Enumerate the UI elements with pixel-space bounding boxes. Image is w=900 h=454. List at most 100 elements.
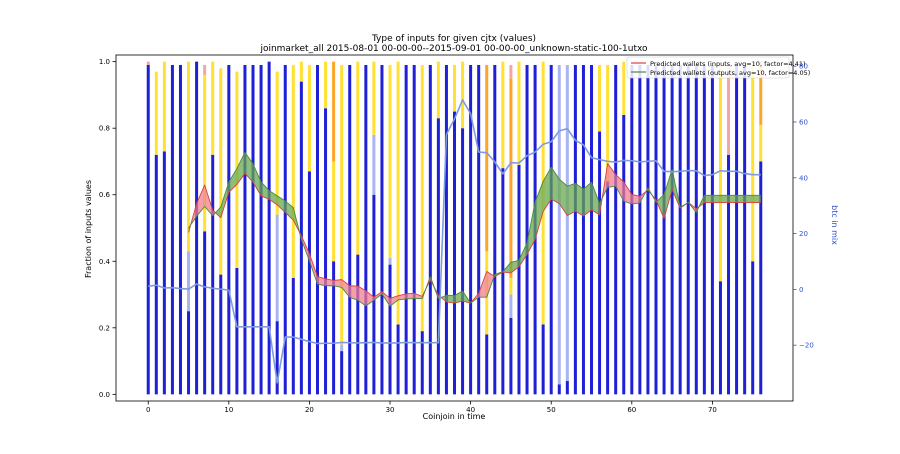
bar-segment-blue: [315, 64, 319, 395]
fill-between-red: [317, 276, 326, 286]
bar-segment-blue: [630, 64, 634, 395]
bar-segment-yellow: [396, 61, 400, 325]
bar-segment-blue: [573, 64, 577, 395]
legend-box: [626, 56, 790, 79]
x-tick-label: 10: [224, 406, 233, 414]
bar-segment-light_blue: [187, 251, 191, 312]
line-predicted-inputs: [188, 163, 761, 304]
bar-segment-yellow: [307, 64, 311, 172]
bar-segment-blue: [275, 321, 279, 395]
bar-segment-blue: [170, 64, 174, 395]
bar-segment-yellow: [187, 61, 191, 252]
fill-between-green: [269, 190, 278, 205]
fill-between-red: [325, 278, 334, 286]
plot-frame: [115, 54, 794, 402]
fill-between-green: [736, 195, 745, 203]
fill-between-green: [446, 295, 455, 304]
bar-segment-yellow: [154, 71, 158, 155]
fill-between-green: [261, 181, 270, 200]
fill-between-green: [704, 195, 713, 203]
bar-segment-light_blue: [565, 64, 569, 382]
bar-segment-yellow: [759, 124, 763, 162]
y-tick-label: 0.8: [99, 125, 110, 133]
bar-segment-blue: [436, 118, 440, 395]
fill-between-red: [349, 285, 358, 301]
y2-tick-label: 80: [799, 63, 808, 71]
bar-segment-pink: [727, 64, 731, 155]
fill-between-green: [510, 260, 519, 273]
bar-segment-orange: [485, 64, 489, 252]
x-tick-label: 70: [708, 406, 717, 414]
chart-subtitle: joinmarket_all 2015-08-01 00-00-00--2015…: [259, 44, 648, 54]
fill-between-red: [414, 293, 423, 299]
bar-segment-blue: [710, 64, 714, 395]
bar-segment-yellow: [356, 61, 360, 255]
bar-segment-orange: [759, 61, 763, 125]
bar-segment-light_blue: [372, 134, 376, 195]
fill-between-green: [720, 195, 729, 203]
fill-between-green: [454, 291, 463, 304]
bar-segment-yellow: [332, 161, 336, 262]
bar-segment-blue: [581, 64, 585, 395]
bar-segment-blue: [404, 64, 408, 395]
fill-between-red: [390, 295, 399, 307]
fill-between-green: [712, 195, 721, 203]
fill-between-red: [615, 174, 624, 202]
bar-segment-blue: [211, 154, 215, 395]
bar-segment-yellow: [436, 61, 440, 119]
bar-segment-blue: [670, 64, 674, 395]
bar-segment-blue: [259, 64, 263, 395]
fill-between-red: [631, 194, 640, 204]
bar-segment-blue: [372, 194, 376, 395]
bar-segment-yellow: [275, 71, 279, 215]
bar-segment-blue: [509, 317, 513, 395]
x-tick-label: 20: [305, 406, 314, 414]
fill-between-green: [728, 195, 737, 203]
fill-between-green: [518, 242, 528, 267]
y2-tick-label: 0: [799, 286, 803, 294]
legend-label-inputs: Predicted wallets (inputs, avg=10, facto…: [650, 60, 806, 68]
bar-segment-blue: [694, 64, 698, 395]
bar-segment-light_blue: [388, 257, 392, 265]
bar-segment-blue: [291, 277, 295, 395]
bar-segment-blue: [444, 64, 448, 395]
bar-segment-light_blue: [340, 344, 344, 352]
bar-segment-blue: [348, 64, 352, 395]
y-tick-label: 0.2: [99, 324, 110, 332]
fill-between-green: [575, 183, 584, 216]
bar-segment-blue: [340, 351, 344, 395]
y-tick-label: 0.0: [99, 391, 110, 399]
bar-segment-yellow: [517, 61, 521, 165]
bar-segment-blue: [332, 261, 336, 395]
legend-label-outputs: Predicted wallets (outputs, avg=10, fact…: [650, 69, 810, 77]
bar-segment-yellow: [324, 61, 328, 109]
bar-segment-blue: [638, 64, 642, 395]
bar-segment-blue: [251, 64, 255, 395]
plot-area: [146, 61, 763, 395]
bar-segment-blue: [243, 64, 247, 395]
bar-segment-blue: [396, 324, 400, 395]
bar-segment-blue: [324, 108, 328, 395]
fill-between-green: [535, 181, 544, 240]
bar-segment-blue: [388, 264, 392, 395]
bar-segment-blue: [541, 324, 545, 395]
fill-between-green: [752, 195, 761, 203]
bar-segment-pink: [509, 64, 513, 79]
bar-segment-blue: [598, 131, 602, 395]
bar-segment-yellow: [598, 64, 602, 132]
bar-segment-blue: [557, 384, 561, 395]
bar-segment-blue: [485, 334, 489, 395]
bar-segment-yellow: [501, 61, 505, 169]
bar-segment-blue: [195, 61, 199, 395]
fill-between-green: [527, 202, 536, 255]
x-tick-label: 60: [627, 406, 636, 414]
bar-segment-blue: [453, 111, 456, 395]
bar-segment-yellow: [509, 277, 513, 295]
bar-segment-blue: [412, 64, 416, 395]
bar-segment-blue: [219, 274, 223, 395]
bar-segment-light_blue: [557, 64, 561, 385]
bar-segment-blue: [662, 64, 666, 395]
bar-segment-blue: [461, 128, 465, 395]
fill-between-red: [607, 163, 616, 188]
